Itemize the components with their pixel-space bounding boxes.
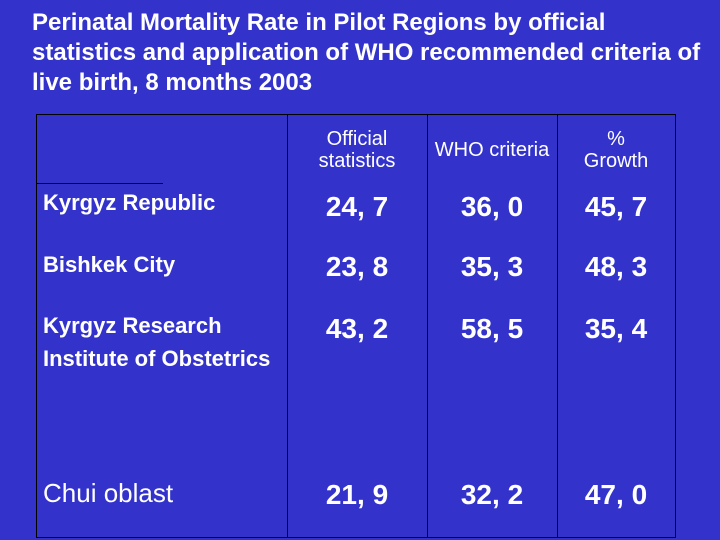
value-who: 32, 2	[460, 479, 524, 510]
row-label-bishkek-city: Bishkek City	[43, 252, 176, 277]
value-growth: 45, 7	[584, 191, 648, 222]
column-divider	[427, 115, 428, 537]
row-label-research-institute: Kyrgyz Research Institute of Obstetrics	[43, 313, 271, 371]
page-title: Perinatal Mortality Rate in Pilot Region…	[32, 9, 701, 96]
value-official: 23, 8	[325, 251, 389, 282]
value-official: 21, 9	[325, 479, 389, 510]
value-who: 35, 3	[460, 251, 524, 282]
header-divider	[37, 183, 163, 184]
value-growth: 35, 4	[584, 313, 648, 344]
header-official-statistics: Official statistics	[318, 128, 396, 172]
value-official: 24, 7	[325, 191, 389, 222]
header-who-criteria: WHO criteria	[434, 139, 550, 161]
value-growth: 47, 0	[584, 479, 648, 510]
row-label-chui-oblast: Chui oblast	[43, 478, 174, 508]
row-label-kyrgyz-republic: Kyrgyz Republic	[43, 190, 216, 215]
value-official: 43, 2	[325, 313, 389, 344]
column-divider	[557, 115, 558, 537]
column-divider	[287, 115, 288, 537]
value-growth: 48, 3	[584, 251, 648, 282]
header-percent-growth: % Growth	[583, 128, 649, 172]
value-who: 58, 5	[460, 313, 524, 344]
value-who: 36, 0	[460, 191, 524, 222]
data-table: Official statistics WHO criteria % Growt…	[36, 114, 676, 538]
